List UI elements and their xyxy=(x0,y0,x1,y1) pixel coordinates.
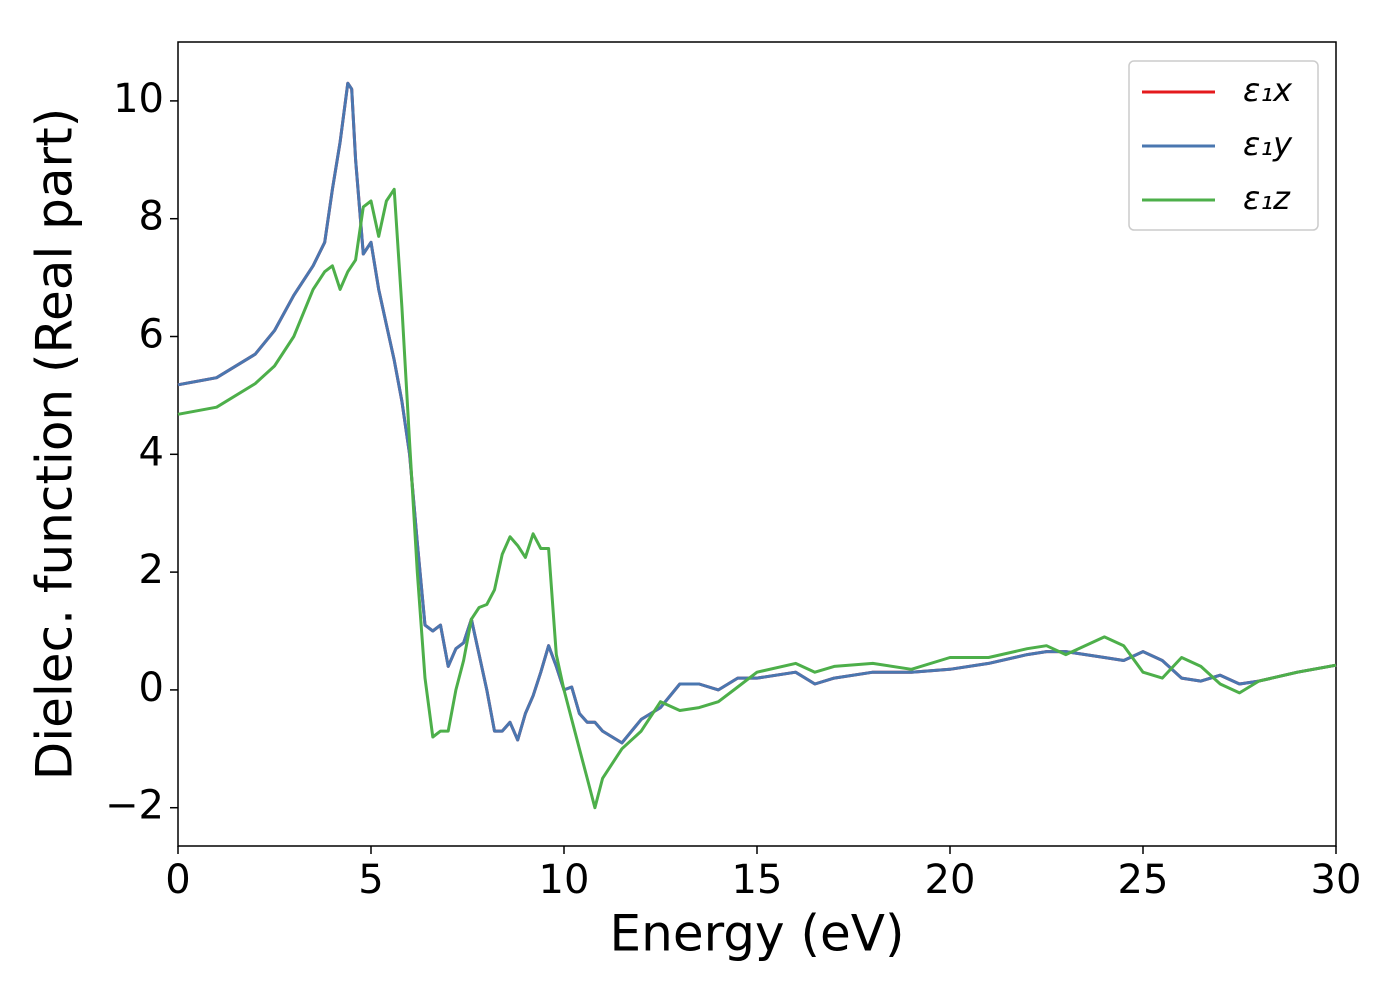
legend-box xyxy=(1128,60,1319,231)
legend-label: ε₁x xyxy=(1243,71,1293,109)
x-tick-label: 15 xyxy=(732,857,783,903)
x-tick-label: 5 xyxy=(358,857,383,903)
y-tick-label: 10 xyxy=(113,76,164,122)
y-tick-label: 4 xyxy=(139,429,164,475)
series-line xyxy=(177,187,1337,810)
legend-label: ε₁z xyxy=(1243,179,1291,217)
y-tick-label: −2 xyxy=(105,783,164,829)
x-tick-label: 25 xyxy=(1118,857,1169,903)
y-tick-label: 0 xyxy=(139,665,164,711)
x-tick-label: 20 xyxy=(925,857,976,903)
y-axis-label: Dielec. function (Real part) xyxy=(26,108,84,780)
x-axis-label: Energy (eV) xyxy=(610,905,905,963)
y-tick-label: 2 xyxy=(139,547,164,593)
x-tick-label: 30 xyxy=(1311,857,1362,903)
x-tick-label: 10 xyxy=(539,857,590,903)
series-line xyxy=(177,81,1337,745)
legend-label: ε₁y xyxy=(1243,125,1293,163)
x-tick-label: 0 xyxy=(165,857,190,903)
y-tick-label: 6 xyxy=(139,312,164,358)
y-tick-label: 8 xyxy=(139,194,164,240)
